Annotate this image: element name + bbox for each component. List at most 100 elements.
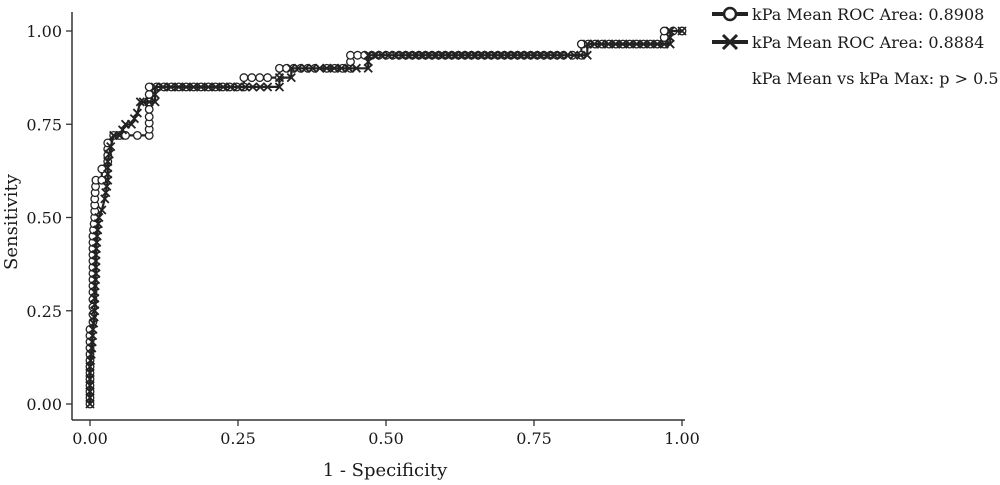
data-point — [188, 82, 199, 92]
data-point — [582, 39, 592, 49]
data-point — [132, 108, 142, 118]
data-point — [618, 39, 628, 49]
data-point — [286, 63, 296, 73]
y-tick-label: 0.50 — [26, 209, 62, 228]
data-point — [300, 63, 311, 73]
data-point — [181, 82, 191, 92]
data-point — [370, 50, 380, 60]
axes-group: 0.00 0.25 0.50 0.75 1.00 0.00 0.25 0.50 0.75 1.00 — [26, 12, 700, 448]
data-point — [363, 50, 373, 60]
data-point — [665, 26, 675, 36]
data-point — [645, 39, 656, 49]
legend-item-2: kPa Mean ROC Area: 0.8884 — [712, 33, 984, 52]
data-point — [351, 63, 362, 73]
data-point — [117, 125, 128, 135]
x-tick-label: 0.75 — [516, 429, 552, 448]
x-tick-label: 0.00 — [72, 429, 108, 448]
data-point — [549, 50, 559, 60]
data-point — [94, 212, 104, 223]
x-axis-title: 1 - Specificity — [323, 460, 448, 481]
data-point — [631, 39, 642, 49]
data-point — [132, 130, 142, 140]
y-tick-label: 0.75 — [26, 115, 62, 134]
data-point — [114, 130, 125, 141]
data-point — [104, 149, 114, 159]
y-axis-title: Sensitivity — [1, 173, 22, 270]
data-point — [166, 82, 176, 92]
data-point — [262, 82, 273, 92]
data-point — [126, 119, 137, 129]
legend-item-1: kPa Mean ROC Area: 0.8908 — [712, 5, 984, 24]
x-tick-label: 1.00 — [664, 429, 700, 448]
data-point — [322, 63, 332, 73]
legend-note: kPa Mean vs kPa Max: p > 0.5 — [752, 69, 999, 88]
data-point — [144, 112, 154, 122]
data-point — [174, 82, 184, 92]
data-point — [248, 82, 258, 92]
data-point — [589, 39, 600, 49]
data-point — [404, 50, 414, 60]
data-point — [582, 50, 592, 60]
data-point — [129, 114, 140, 124]
data-point — [239, 73, 249, 83]
data-point — [240, 82, 251, 92]
data-point — [211, 82, 221, 92]
data-point — [103, 156, 113, 167]
data-point — [233, 82, 243, 92]
y-tick-label: 0.25 — [26, 302, 62, 321]
data-point — [596, 39, 607, 49]
data-point — [329, 63, 339, 73]
data-point — [315, 63, 325, 73]
series-group — [85, 26, 687, 409]
series-line — [88, 29, 682, 404]
data-point — [150, 82, 160, 92]
data-point — [97, 205, 107, 215]
data-point — [397, 50, 407, 60]
data-point — [542, 50, 552, 60]
legend-x-marker — [721, 33, 739, 51]
data-point — [203, 82, 214, 92]
data-point — [625, 39, 635, 49]
data-point — [603, 39, 614, 49]
data-point — [106, 141, 116, 152]
data-point — [562, 50, 572, 60]
data-point — [218, 82, 228, 92]
data-point — [638, 39, 649, 49]
data-point — [263, 73, 273, 83]
legend-label: kPa Mean ROC Area: 0.8908 — [752, 5, 984, 24]
data-point — [569, 50, 579, 60]
x-tick-label: 0.25 — [220, 429, 256, 448]
legend: kPa Mean ROC Area: 0.8908 kPa Mean ROC Ar… — [712, 5, 999, 88]
data-point — [144, 104, 154, 114]
data-point — [652, 39, 662, 49]
data-point — [286, 72, 296, 83]
y-tick-label: 1.00 — [26, 22, 62, 41]
data-point — [274, 72, 285, 83]
data-point — [307, 63, 318, 73]
data-point — [150, 89, 160, 100]
data-point — [247, 73, 257, 83]
data-point — [97, 175, 107, 185]
data-point — [383, 50, 394, 60]
data-point — [677, 26, 687, 36]
data-point — [536, 50, 546, 60]
data-point — [293, 63, 304, 73]
data-point — [529, 50, 539, 60]
data-point — [390, 50, 400, 60]
data-point — [196, 82, 206, 92]
data-point — [344, 63, 354, 73]
data-point — [150, 97, 160, 107]
data-point — [135, 97, 145, 107]
x-tick-label: 0.50 — [368, 429, 404, 448]
series-2 — [85, 26, 687, 409]
data-point — [377, 50, 387, 60]
data-point — [611, 39, 621, 49]
legend-circle-marker — [722, 6, 738, 22]
legend-label: kPa Mean ROC Area: 0.8884 — [752, 33, 984, 52]
y-tick-label: 0.00 — [26, 395, 62, 414]
data-point — [336, 63, 347, 73]
data-point — [158, 82, 168, 92]
data-point — [255, 82, 265, 92]
data-point — [255, 73, 265, 83]
